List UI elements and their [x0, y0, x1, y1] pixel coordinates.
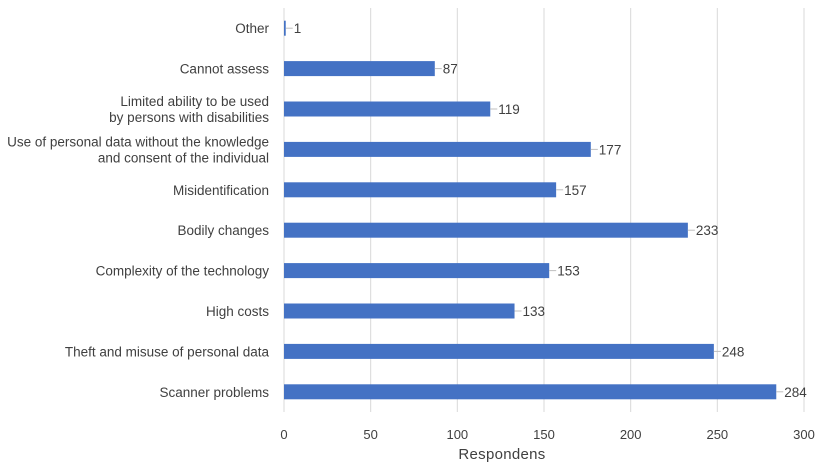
data-label: 133 [523, 304, 546, 319]
bar [284, 343, 714, 359]
data-label: 233 [696, 223, 719, 238]
bar [284, 20, 286, 36]
x-tick-label: 50 [363, 427, 377, 442]
data-label: 1 [294, 21, 302, 36]
bar [284, 263, 550, 279]
category-label: High costs [206, 304, 269, 319]
data-label: 153 [557, 264, 580, 279]
bar [284, 101, 491, 117]
category-label: Theft and misuse of personal data [65, 344, 270, 359]
data-label: 119 [498, 102, 520, 117]
x-tick-label: 250 [706, 427, 728, 442]
leader-lines [285, 27, 784, 393]
category-label: Cannot assess [180, 62, 270, 77]
category-label: and consent of the individual [98, 150, 269, 165]
category-label: Complexity of the technology [96, 264, 270, 279]
data-label: 177 [599, 142, 622, 157]
bar [284, 182, 557, 198]
category-label: Other [235, 21, 269, 36]
bar [284, 61, 435, 77]
x-tick-label: 150 [533, 427, 555, 442]
category-label: Use of personal data without the knowled… [7, 134, 269, 149]
x-tick-label: 0 [280, 427, 287, 442]
category-label: Scanner problems [159, 385, 269, 400]
bar [284, 222, 688, 238]
data-labels: 1 87 119 177 157 233 153 133 248 284 [294, 21, 808, 400]
category-labels: Other Cannot assess Limited ability to be … [7, 21, 269, 400]
category-label: by persons with disabilities [109, 110, 269, 125]
category-label: Limited ability to be used [120, 94, 269, 109]
data-label: 157 [564, 183, 587, 198]
x-axis-title: Respondens [458, 446, 545, 463]
bar [284, 141, 591, 157]
category-label: Misidentification [173, 183, 269, 198]
data-label: 248 [722, 344, 745, 359]
x-tick-label: 200 [620, 427, 642, 442]
x-tick-label: 100 [446, 427, 468, 442]
x-tick-labels: 0 50 100 150 200 250 300 [280, 427, 814, 442]
data-label: 87 [443, 62, 458, 77]
bar [284, 303, 515, 319]
category-label: Bodily changes [177, 223, 269, 238]
bars [284, 20, 777, 400]
data-label: 284 [784, 385, 807, 400]
x-tick-label: 300 [793, 427, 815, 442]
bar [284, 384, 777, 400]
